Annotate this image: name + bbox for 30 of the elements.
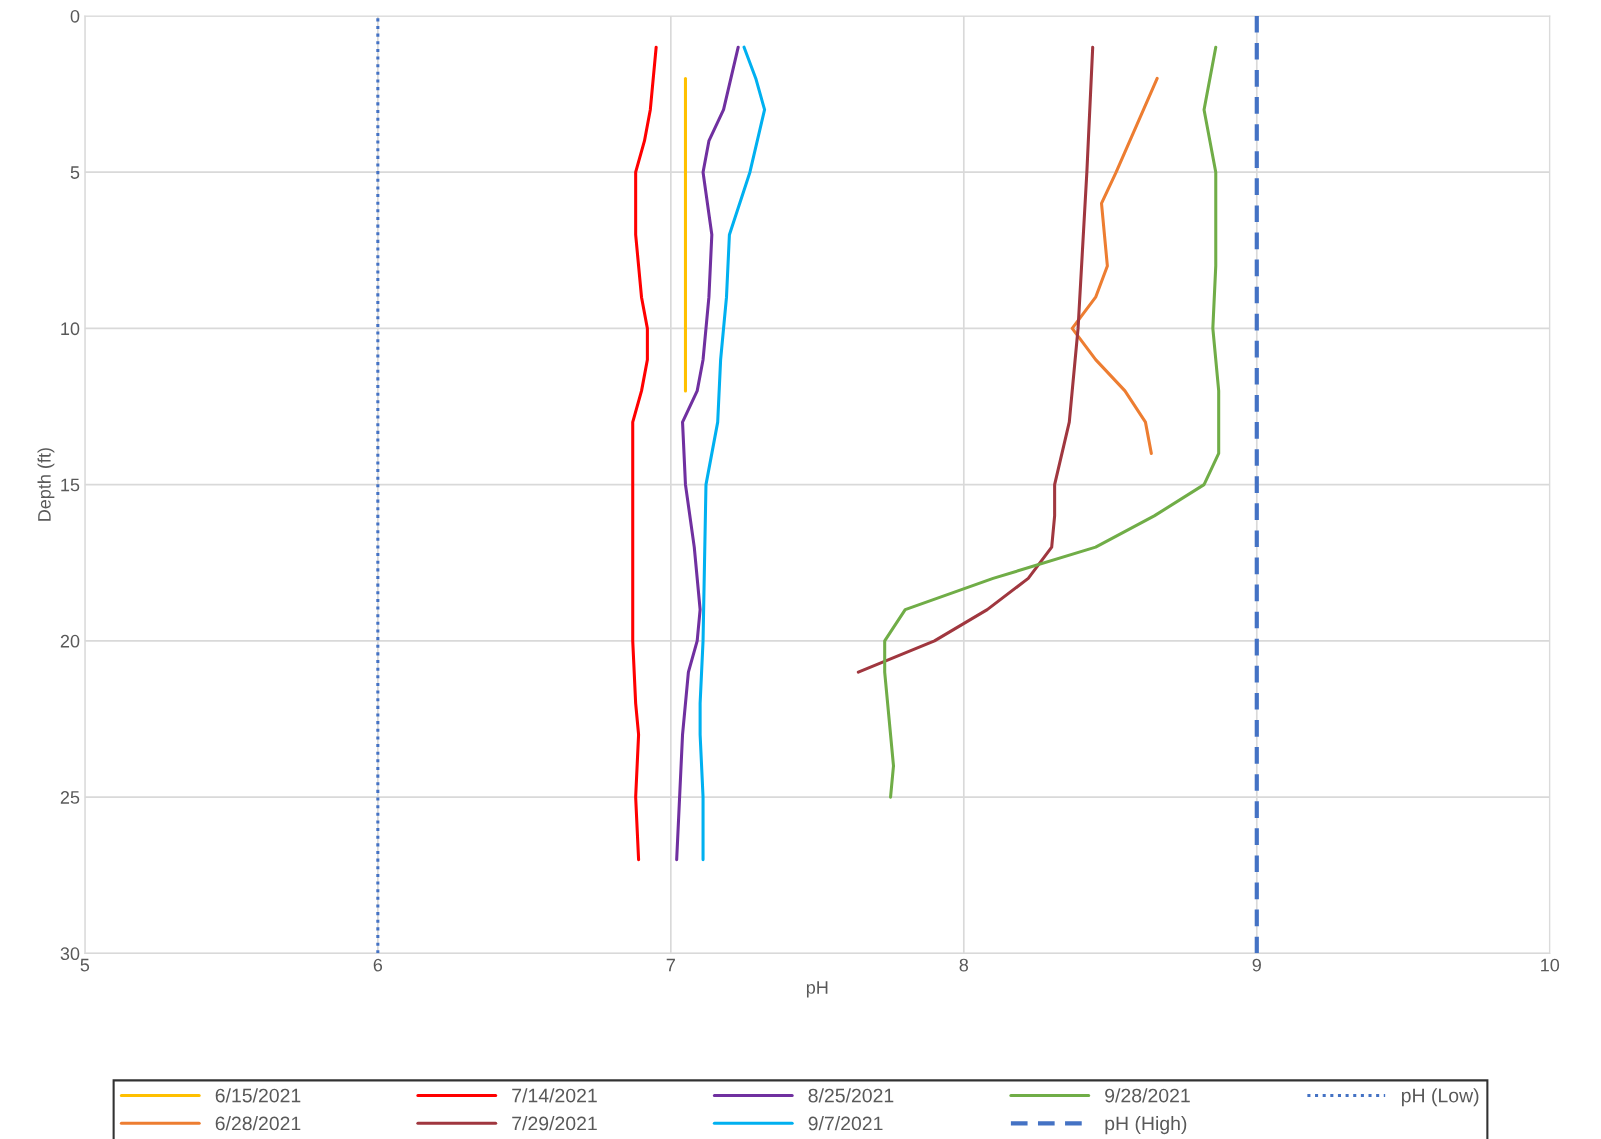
x-tick-label: 8 bbox=[959, 958, 969, 972]
line-series bbox=[631, 45, 658, 862]
x-tick-label: 6 bbox=[373, 958, 383, 972]
legend-label: 8/25/2021 bbox=[808, 1088, 894, 1103]
y-tick-label: 10 bbox=[61, 322, 80, 336]
x-tick-label: 5 bbox=[80, 958, 90, 972]
y-tick-label: 0 bbox=[70, 9, 80, 23]
y-tick-label: 5 bbox=[70, 166, 80, 179]
legend-label: 6/28/2021 bbox=[215, 1116, 301, 1131]
y-tick-label: 30 bbox=[60, 947, 80, 961]
line-series bbox=[856, 45, 1095, 674]
x-axis-title: pH bbox=[806, 981, 828, 998]
y-axis-title: Depth (ft) bbox=[37, 448, 55, 521]
legend-label: 6/15/2021 bbox=[215, 1088, 301, 1103]
legend-label: 9/28/2021 bbox=[1105, 1088, 1190, 1103]
x-tick-label: 7 bbox=[666, 958, 675, 972]
line-series bbox=[883, 45, 1221, 799]
line-series bbox=[675, 45, 740, 862]
y-tick-label: 20 bbox=[60, 634, 80, 648]
y-tick-label: 15 bbox=[61, 478, 80, 492]
legend-label: 7/29/2021 bbox=[512, 1116, 597, 1131]
legend-label: 7/14/2021 bbox=[512, 1088, 597, 1103]
legend-label: 9/7/2021 bbox=[808, 1116, 883, 1131]
legend-label: pH (High) bbox=[1105, 1116, 1187, 1135]
legend-label: pH (Low) bbox=[1401, 1088, 1479, 1107]
line-series bbox=[1070, 76, 1159, 455]
line-series bbox=[698, 45, 767, 862]
y-tick-label: 25 bbox=[60, 791, 80, 804]
x-tick-label: 10 bbox=[1541, 958, 1560, 972]
x-tick-label: 9 bbox=[1252, 958, 1261, 972]
